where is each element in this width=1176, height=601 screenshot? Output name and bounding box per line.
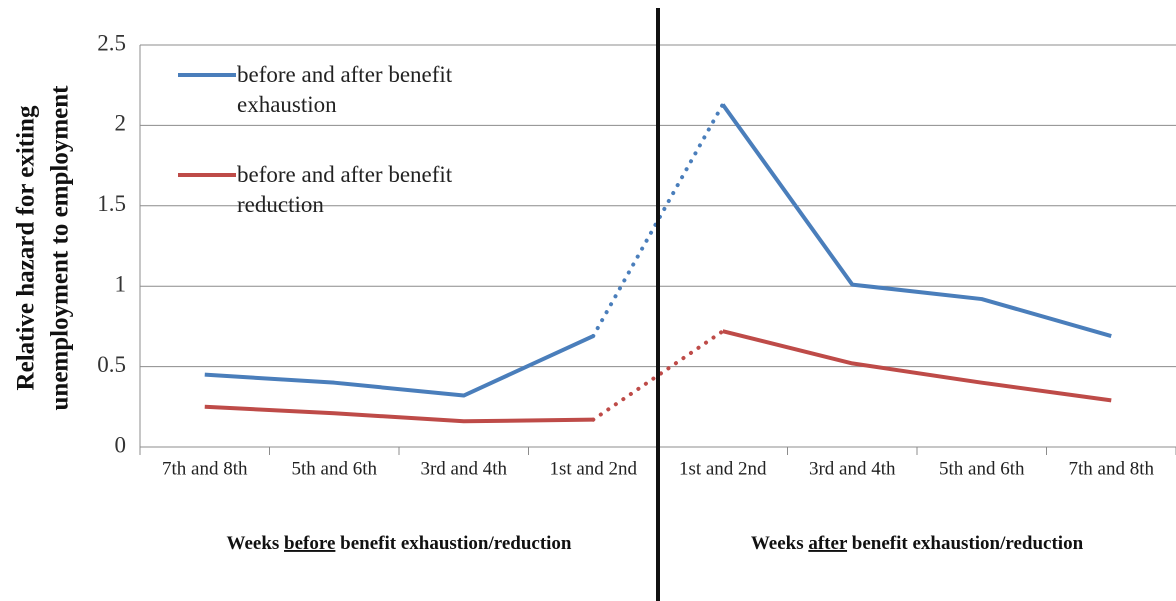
group-label: Weeks before benefit exhaustion/reductio… [227,533,572,554]
series-connector [591,329,725,422]
series-line [721,103,1112,338]
series-line [204,404,594,424]
x-tick-label: 1st and 2nd [679,458,767,479]
y-tick-label: 0 [115,432,127,457]
series-connector [591,102,725,339]
y-tick-label: 1 [115,271,127,296]
legend-label: before and after benefit reduction [237,162,453,217]
series-line [722,329,1112,403]
group-label-part: before [284,533,335,554]
y-axis-label: unemployment to employment [47,85,74,411]
x-tick-label: 5th and 6th [939,458,1025,479]
y-tick-label: 0.5 [97,352,126,377]
x-tick-label: 7th and 8th [162,458,248,479]
x-tick-label: 1st and 2nd [549,458,637,479]
group-label-part: Weeks [227,533,285,554]
group-label-part: Weeks [751,533,809,554]
x-tick-label: 3rd and 4th [420,458,507,479]
group-label: Weeks after benefit exhaustion/reduction [751,533,1084,554]
x-tick-label: 7th and 8th [1069,458,1155,479]
y-tick-label: 2 [115,111,127,136]
series-line [204,334,595,398]
group-label-part: benefit exhaustion/reduction [847,533,1084,554]
x-tick-label: 3rd and 4th [809,458,896,479]
y-tick-label: 1.5 [97,191,126,216]
y-tick-label: 2.5 [97,30,126,55]
group-label-part: benefit exhaustion/reduction [335,533,572,554]
x-tick-label: 5th and 6th [292,458,378,479]
y-axis-label: Relative hazard for exiting [13,105,40,390]
legend-label: before and after benefit exhaustion [237,62,453,117]
group-label-part: after [808,533,848,554]
